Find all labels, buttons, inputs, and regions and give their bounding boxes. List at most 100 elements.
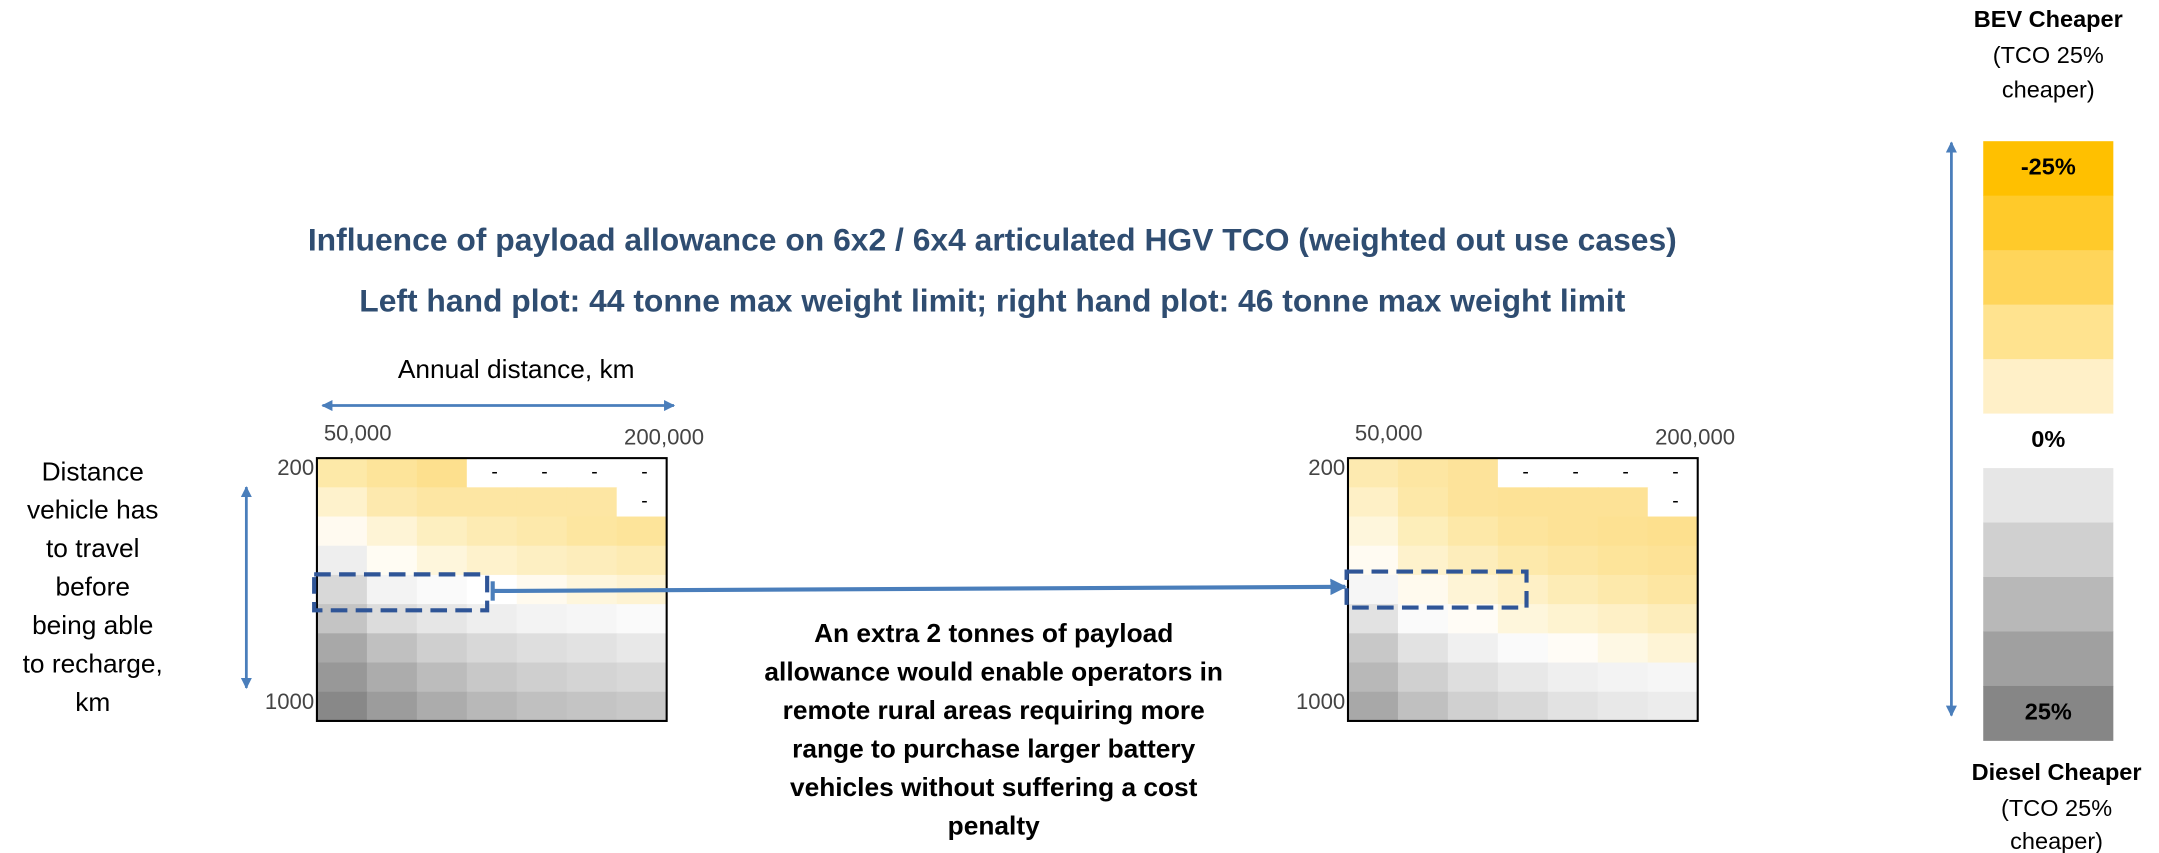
heatmap-cell	[516, 516, 568, 547]
heatmap-cell	[1547, 458, 1599, 489]
content: Distance vehicle has to travel before being …	[23, 6, 2142, 853]
y-end-label: 1000	[265, 689, 314, 714]
heatmap-cell	[1397, 633, 1449, 664]
heatmap-cell	[616, 487, 668, 518]
heatmap-cell	[1347, 574, 1399, 605]
heatmap-cell	[1647, 487, 1699, 518]
heatmap-cell	[1597, 633, 1649, 664]
heatmap-cell	[1597, 545, 1649, 576]
heatmap-cell	[516, 545, 568, 576]
legend-segment	[1983, 413, 2114, 469]
heatmap-cell	[1597, 691, 1649, 722]
legend-top-title: BEV Cheaper	[1974, 6, 2123, 32]
heatmap-cell	[1547, 574, 1599, 605]
heatmap-cell	[316, 574, 368, 605]
heatmap-cell	[316, 691, 368, 722]
y-axis-label: being able	[32, 610, 153, 640]
legend-segment	[1983, 141, 2114, 197]
heatmap-cell	[466, 691, 518, 722]
y-axis-label: to recharge,	[23, 649, 163, 679]
legend-segment	[1983, 195, 2114, 251]
heatmap-cell	[316, 633, 368, 664]
legend-bottom-note: (TCO 25%	[2001, 795, 2112, 821]
heatmap-cell	[366, 574, 418, 605]
heatmap-cell	[1647, 545, 1699, 576]
annotation: penalty	[948, 811, 1040, 841]
heatmap-cell	[1397, 662, 1449, 693]
heatmap-cell	[466, 604, 518, 635]
heatmap-cell	[1497, 633, 1549, 664]
heatmap-cell	[316, 458, 368, 489]
heatmap-cell	[366, 458, 418, 489]
heatmap-cell	[566, 604, 618, 635]
heatmap-cell	[566, 662, 618, 693]
cell-label: -	[1672, 490, 1678, 512]
legend-label: -25%	[2021, 154, 2076, 180]
highlight-box	[312, 572, 490, 613]
cell-label: -	[591, 461, 597, 483]
heatmap-cell	[416, 633, 468, 664]
heatmap-cell	[416, 458, 468, 489]
heatmap-cell	[1597, 662, 1649, 693]
cell-label: -	[641, 490, 647, 512]
heatmap-cell	[1347, 691, 1399, 722]
y-axis-label: before	[55, 572, 130, 602]
heatmap-cell	[1397, 487, 1449, 518]
heatmap-cell	[1547, 691, 1599, 722]
heatmap-cell	[366, 691, 418, 722]
legend-segment	[1983, 468, 2114, 523]
y-axis-label: km	[75, 687, 110, 717]
heatmap-cell	[1447, 662, 1499, 693]
heatmap-cell	[566, 633, 618, 664]
heatmap-cell	[466, 516, 518, 547]
heatmap-cell	[1647, 604, 1699, 635]
heatmap-cell	[366, 516, 418, 547]
heatmap-cell	[416, 662, 468, 693]
title: Influence of payload allowance on 6x2 / …	[308, 222, 1677, 258]
heatmap-cell	[616, 545, 668, 576]
heatmap-cell	[1397, 691, 1449, 722]
heatmap-cell	[1647, 516, 1699, 547]
heatmap-cell	[416, 487, 468, 518]
heatmap-cell	[1447, 487, 1499, 518]
heatmap-cell	[1447, 633, 1499, 664]
heatmap-cell	[516, 487, 568, 518]
heatmap-cell	[516, 604, 568, 635]
heatmap-cell	[1547, 604, 1599, 635]
heatmap-cell	[1497, 574, 1549, 605]
heatmap-cell	[1497, 487, 1549, 518]
heatmap-cell	[1347, 458, 1399, 489]
legend-bottom-note: cheaper)	[2010, 828, 2103, 853]
legend-segment	[1983, 359, 2114, 415]
heatmap-cell	[466, 633, 518, 664]
legend-segment	[1983, 631, 2114, 687]
cell-label: -	[1572, 461, 1578, 483]
heatmap-cell	[1497, 691, 1549, 722]
x-start-label: 50,000	[1355, 420, 1423, 445]
annotation: range to purchase larger battery	[792, 734, 1195, 764]
cell-label: -	[541, 461, 547, 483]
legend-segment	[1983, 577, 2114, 632]
heatmap-cell	[566, 487, 618, 518]
heatmap-cell	[1347, 487, 1399, 518]
annotation: allowance would enable operators in	[764, 657, 1223, 687]
x-axis-label: Annual distance, km	[398, 354, 635, 384]
heatmap-cell	[616, 691, 668, 722]
legend-top-note: (TCO 25%	[1993, 42, 2104, 68]
heatmap-cell	[516, 662, 568, 693]
heatmap-cell	[1347, 662, 1399, 693]
heatmap-cell	[1547, 633, 1599, 664]
heatmap-cell	[566, 545, 618, 576]
heatmap-cell	[1647, 458, 1699, 489]
heatmap-cell	[416, 691, 468, 722]
heatmap-cell	[466, 545, 518, 576]
heatmap-cell	[1547, 487, 1599, 518]
heatmap-cell	[566, 516, 618, 547]
legend-segment	[1983, 250, 2114, 306]
heatmap-cell	[1547, 516, 1599, 547]
heatmap-cell	[466, 458, 518, 489]
x-end-label: 200,000	[1655, 425, 1735, 450]
heatmap-cell	[516, 691, 568, 722]
cell-label: -	[641, 461, 647, 483]
